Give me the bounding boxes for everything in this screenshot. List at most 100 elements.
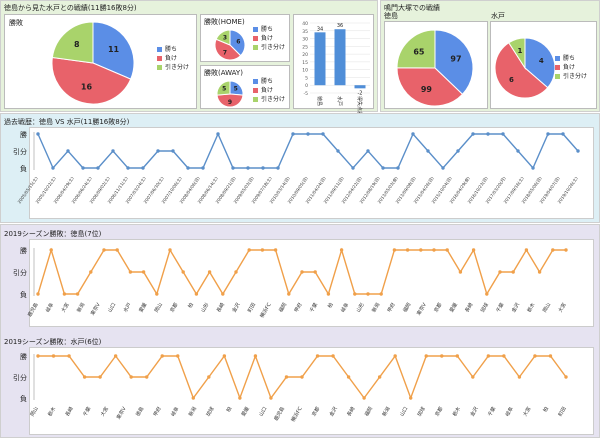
pie-value-label: 5 — [222, 86, 226, 93]
home-pie-title: 勝敗(HOME) — [204, 18, 245, 26]
y-axis-label: 勝 — [20, 130, 27, 139]
x-category-label: 鹿児島 — [26, 302, 40, 319]
x-category-label: 千葉 — [495, 302, 506, 314]
x-category-label: 東京V — [415, 301, 428, 317]
x-category-label: 愛媛 — [240, 406, 251, 418]
pie-slice — [396, 67, 464, 107]
x-category-label: 千葉 — [486, 406, 497, 418]
history-line-chart: 負引分勝2005/05/15(土)2005/10/22(土)2006/04/29… — [13, 130, 580, 205]
naruto-mito-legend: 勝ち 負け 引き分け — [555, 54, 587, 81]
data-point — [128, 270, 133, 274]
data-point — [126, 166, 130, 170]
data-point — [516, 149, 520, 153]
tokushima-season-chart: 負引分勝鹿児島 岐阜 大宮 新潟 東京V 山口 水戸 愛媛 岡山 京都柏山形 長崎 金沢 町田 横浜FC 福… — [13, 246, 568, 319]
data-point — [207, 375, 211, 379]
pie-slice — [216, 80, 231, 96]
x-category-label: 千葉 — [308, 302, 319, 314]
data-point — [346, 375, 351, 379]
home-pie-chart: 6 7 3 — [214, 29, 246, 61]
legend-win: 勝ち — [253, 25, 285, 34]
data-point — [231, 166, 235, 170]
away-pie-chart: 595 — [216, 80, 244, 108]
x-category-label: 大宮 — [521, 406, 532, 418]
mito-season-box: 負引分勝岡山 栃木 長崎 千葉 大宮 東京V 徳島 甲府 岐阜 新潟 琉球柏愛媛 山口 鹿児島 横浜FC 京… — [13, 347, 594, 435]
data-point — [141, 270, 146, 274]
season-panel: 2019シーズン勝敗：徳島(7位) 負引分勝鹿児島 岐阜 大宮 新潟 東京V 山口 水戸 愛媛… — [0, 224, 600, 438]
data-point — [331, 354, 335, 358]
pie-value-label: 99 — [421, 85, 433, 94]
data-point — [419, 248, 423, 252]
pie-value-label: 1 — [517, 47, 522, 55]
data-point — [471, 375, 475, 379]
x-category-label: 金沢 — [469, 406, 480, 418]
pie-value-label: 11 — [108, 45, 120, 54]
pie-slice — [92, 21, 135, 80]
x-category-label: 新潟 — [187, 406, 198, 418]
data-point — [49, 248, 53, 252]
data-point — [502, 354, 506, 358]
x-category-label: 岐阜 — [504, 406, 515, 418]
data-point — [269, 396, 273, 400]
x-category-label: 東京V — [89, 301, 102, 317]
x-category-label: 金沢 — [328, 406, 339, 418]
data-point — [432, 248, 436, 252]
x-category-label: 新潟 — [75, 302, 86, 314]
data-point — [160, 354, 164, 358]
y-axis-label: 負 — [20, 394, 27, 403]
goals-bar-box: -5 0 5 10 15 20 25 30 35 40 34 徳島 36 水戸 -2 得失点差 — [293, 14, 374, 116]
data-point — [336, 149, 340, 153]
pie-slice — [51, 21, 94, 64]
data-point — [221, 292, 225, 296]
data-point — [440, 354, 444, 358]
history-chart-box: 負引分勝 2005/05/15(土) 2005/10/22(土) 2006/04/29… — [13, 127, 594, 219]
data-point — [426, 149, 430, 153]
data-point — [445, 248, 449, 252]
x-category-label: 岡山 — [541, 302, 552, 314]
data-point — [82, 375, 87, 379]
x-category-label: 琉球 — [205, 406, 216, 418]
x-category-label: 千葉 — [81, 406, 92, 418]
bar-category-label: 水戸 — [336, 96, 343, 106]
pie-slice — [434, 29, 474, 96]
bar-tick-label: 40 — [302, 21, 308, 27]
main-pie-box: 勝敗 11 16 8 勝ち 負け 引き分け — [4, 14, 197, 109]
data-point — [486, 354, 491, 358]
pie-slice — [51, 56, 132, 105]
data-point — [321, 132, 325, 136]
data-point — [216, 132, 220, 136]
bar-tick-label: 25 — [302, 44, 308, 50]
mito-label: 水戸 — [491, 12, 505, 20]
bar-value-label: -2 — [358, 90, 363, 96]
x-category-label: 長崎 — [345, 406, 356, 418]
data-point — [273, 248, 278, 252]
data-point — [141, 166, 145, 170]
bar-tick-label: 35 — [302, 29, 308, 35]
data-point — [381, 166, 385, 170]
x-category-label: 栃木 — [46, 406, 57, 418]
data-point — [234, 270, 238, 274]
data-point — [564, 375, 568, 379]
x-category-label: 栃木 — [451, 406, 462, 418]
x-category-label: 琉球 — [479, 302, 490, 314]
bar-tick-label: 0 — [305, 83, 308, 89]
bar-tick-label: 20 — [302, 52, 308, 58]
data-point — [168, 248, 172, 252]
data-point — [396, 166, 400, 170]
legend-win: 勝ち — [157, 45, 189, 54]
data-point — [517, 375, 522, 379]
data-point — [291, 132, 295, 136]
naruto-tokushima-pie: 97 99 65 — [396, 29, 474, 107]
bar-value-label: 36 — [337, 23, 343, 29]
data-point — [155, 292, 159, 296]
bar-tick-label: 30 — [302, 37, 308, 43]
pie-value-label: 7 — [223, 49, 227, 56]
data-point — [253, 354, 258, 358]
data-point — [222, 354, 227, 358]
bar-tick-label: 10 — [302, 68, 308, 74]
pie-slice — [508, 37, 526, 70]
data-point — [379, 292, 383, 296]
x-category-label: 長崎 — [463, 302, 474, 314]
pie-value-label: 8 — [74, 40, 80, 49]
legend-draw: 引き分け — [253, 95, 285, 104]
data-point — [458, 270, 463, 274]
